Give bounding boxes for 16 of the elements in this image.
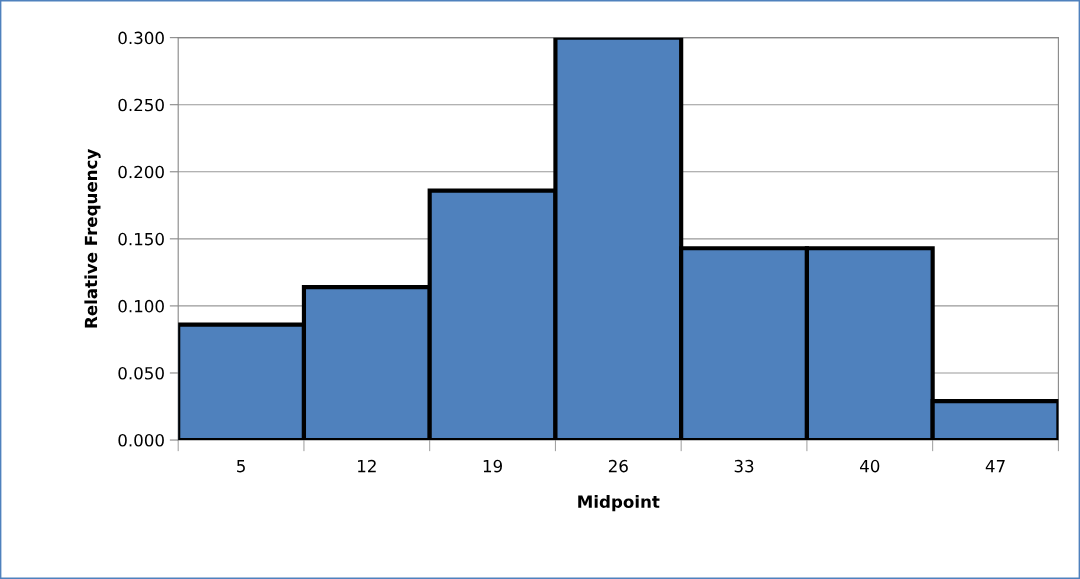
y-tick-label: 0.200	[118, 165, 164, 179]
y-tick-label: 0.150	[118, 232, 164, 246]
x-tick-label: 12	[358, 459, 376, 473]
x-axis-title: Midpoint	[578, 495, 660, 512]
y-tick-label: 0.050	[118, 366, 164, 380]
y-tick-label: 0.300	[118, 31, 164, 45]
x-tick-label: 47	[985, 460, 1005, 473]
y-tick-label: 0.100	[118, 299, 164, 313]
y-tick-label: 0.000	[118, 434, 164, 447]
x-tick-label: 19	[483, 459, 502, 473]
x-tick-label: 5	[237, 460, 245, 473]
y-axis-title: Relative Frequency	[84, 148, 101, 328]
x-tick-label: 40	[860, 459, 880, 473]
y-tick-label: 0.250	[118, 98, 164, 112]
x-tick-label: 33	[734, 459, 754, 473]
x-tick-label: 26	[608, 459, 628, 473]
